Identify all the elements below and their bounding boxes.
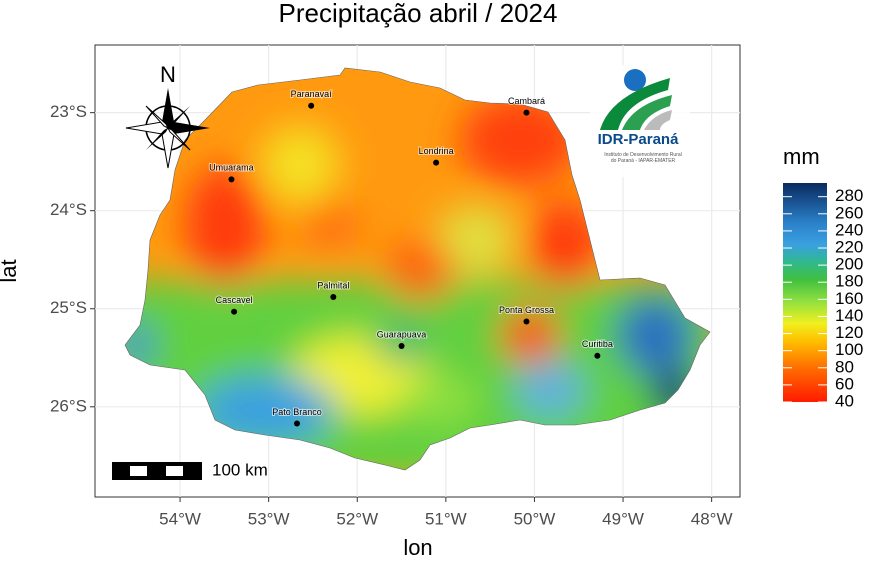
city-point xyxy=(228,176,235,183)
city-label: Pato Branco xyxy=(272,407,322,417)
legend-tick-label: 160 xyxy=(835,289,863,308)
city-label: Umuarama xyxy=(209,163,254,173)
legend-tick-label: 180 xyxy=(835,272,863,291)
legend-tick-label: 100 xyxy=(835,340,863,359)
legend-tick-label: 140 xyxy=(835,306,863,325)
scale-bar xyxy=(112,462,202,480)
city-label: Ponta Grossa xyxy=(499,305,554,315)
y-tick-label: 24°S xyxy=(50,200,87,219)
legend-tick-label: 280 xyxy=(835,186,863,205)
city-point xyxy=(398,343,405,350)
x-tick-label: 51°W xyxy=(425,509,467,528)
y-tick-label: 26°S xyxy=(50,396,87,415)
map-title: Precipitação abril / 2024 xyxy=(279,0,558,28)
city-point xyxy=(294,420,301,427)
city-label: Palmital xyxy=(317,280,349,290)
logo-name: IDR-Paraná xyxy=(598,131,680,148)
x-tick-label: 49°W xyxy=(602,509,644,528)
city-point xyxy=(231,308,238,315)
y-axis-label: lat xyxy=(0,259,21,282)
y-tick-label: 25°S xyxy=(50,298,87,317)
legend-tick-label: 240 xyxy=(835,220,863,239)
city-label: Cambará xyxy=(508,96,545,106)
legend-tick-label: 120 xyxy=(835,323,863,342)
city-point xyxy=(523,109,530,116)
x-tick-label: 54°W xyxy=(159,509,201,528)
city-point xyxy=(523,318,530,325)
colorbar xyxy=(783,183,827,402)
x-tick-label: 53°W xyxy=(248,509,290,528)
x-axis-label: lon xyxy=(403,535,432,560)
north-arrow xyxy=(125,88,210,169)
legend-tick-label: 40 xyxy=(835,391,854,410)
city-label: Curitiba xyxy=(582,339,613,349)
city-label: Paranavaí xyxy=(291,89,333,99)
y-tick-label: 23°S xyxy=(50,102,87,121)
logo: IDR-Paraná Instituto de Desenvolvimento … xyxy=(590,65,690,177)
legend-tick-label: 200 xyxy=(835,255,863,274)
city-label: Guarapuava xyxy=(377,329,427,339)
north-label: N xyxy=(160,62,176,87)
city-label: Londrina xyxy=(419,146,454,156)
city-point xyxy=(308,102,315,109)
legend-tick-label: 80 xyxy=(835,357,854,376)
city-point xyxy=(594,352,601,359)
scale-bar-label: 100 km xyxy=(212,460,268,479)
city-point xyxy=(433,159,440,166)
legend-title: mm xyxy=(783,144,820,169)
legend-tick-label: 260 xyxy=(835,203,863,222)
logo-subtitle: Instituto de Desenvolvimento Rural do Pa… xyxy=(604,152,682,164)
x-tick-label: 52°W xyxy=(336,509,378,528)
legend-tick-label: 60 xyxy=(835,374,854,393)
city-label: Cascavel xyxy=(216,295,253,305)
legend-tick-label: 220 xyxy=(835,238,863,257)
x-tick-label: 48°W xyxy=(691,509,733,528)
x-tick-label: 50°W xyxy=(514,509,556,528)
city-point xyxy=(330,293,337,300)
logo-subtitle-box: Instituto de Desenvolvimento Rural do Pa… xyxy=(604,152,682,164)
